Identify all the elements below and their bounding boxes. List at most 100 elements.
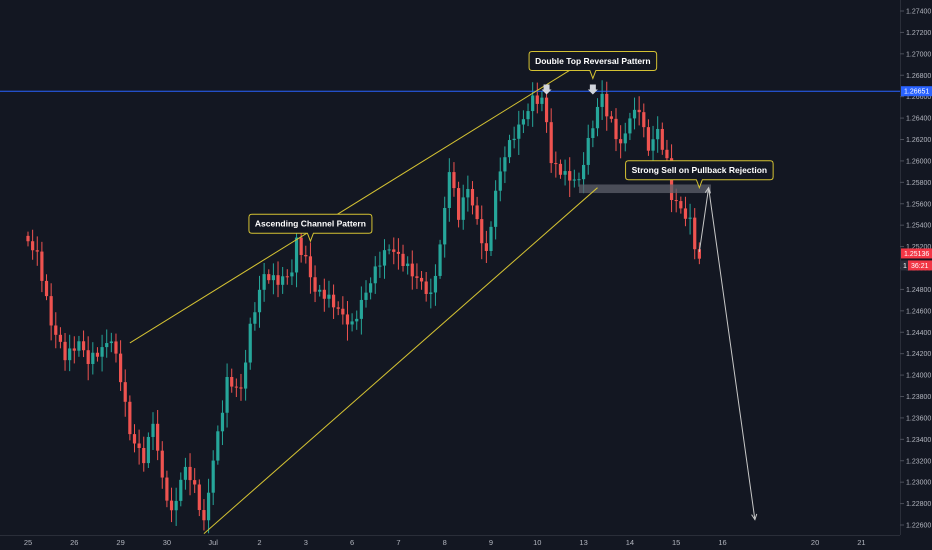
time-axis-label: 14 [626,538,634,547]
candle-body [373,266,377,284]
candle-body [234,386,238,388]
time-axis-label: Jul [208,538,218,547]
candle-body [81,341,86,351]
channel-upper-trendline[interactable] [129,64,580,344]
candle-body [271,275,275,281]
time-axis-label: 26 [70,538,78,547]
candle-body [350,321,354,325]
candle-body [433,275,438,293]
candle-body [91,352,95,364]
candle-body [503,157,507,172]
candle-body [248,323,252,363]
candle-body [299,237,303,255]
candle-body [549,122,553,164]
candle-body [401,253,405,267]
candle-body [387,249,391,251]
time-axis-label: 20 [811,538,819,547]
candle-body [531,95,535,112]
candle-body [188,466,192,481]
candle-body [544,97,549,123]
candle-body [285,276,289,278]
candle-body [646,127,651,151]
candle-body [290,272,294,277]
candle-body [49,296,53,326]
candle-body [656,128,660,140]
candle-body [54,325,58,335]
candle-body [364,292,368,300]
candle-body [151,423,155,437]
candle-body [484,243,488,251]
candle-body [72,348,76,351]
projection-arrowhead-up [704,186,711,194]
price-axis-label: 1.24400 [906,330,931,337]
candle-body [308,256,313,278]
time-axis-label: 7 [396,538,400,547]
candle-body [359,299,363,319]
double-top-callout[interactable]: Double Top Reversal Pattern [528,50,658,80]
candle-body [58,334,63,342]
ascending-channel-callout-bubble [248,213,373,243]
down-arrow-marker-1 [541,84,552,95]
price-axis[interactable]: 1.27400 1.27200 1.27000 1.26800 1.26600 1.264… [900,9,931,530]
candle-body [535,95,539,104]
candle-body [327,294,331,299]
time-axis-label: 6 [350,538,354,547]
candle-body [456,188,461,220]
candle-body [206,492,211,521]
candle-body [563,171,567,175]
candle-body [674,200,678,202]
candle-body [470,188,475,206]
ascending-channel-callout[interactable]: Ascending Channel Pattern [248,213,373,243]
ascending-channel-callout-text: Ascending Channel Pattern [255,219,366,229]
candle-body [461,197,465,220]
candle-body [105,343,109,348]
candle-body [651,139,655,151]
candle-body [369,283,373,293]
candle-body [294,237,299,273]
candle-body [345,314,350,325]
candle-body [211,460,215,493]
candle-body [447,172,451,208]
candle-body [382,250,387,266]
candle-body [355,318,359,322]
channel-lower-trendline[interactable] [203,187,598,534]
time-axis[interactable]: 25 26 29 30 Jul 2 3 6 7 8 9 10 13 14 15 16 20 21 [24,538,866,547]
candle-body [267,274,271,281]
time-axis-label: 3 [304,538,308,547]
candle-body [262,274,266,290]
candle-body [577,179,581,181]
candle-body [466,188,470,198]
candle-body [225,376,229,413]
time-axis-label: 15 [672,538,680,547]
time-axis-label: 8 [443,538,447,547]
candle-body [169,500,174,511]
price-axis-label: 1.25400 [906,223,931,230]
candle-body [697,249,701,259]
support-zone[interactable] [578,184,711,194]
resistance-price-tag-bg [901,86,932,97]
time-axis-label: 13 [579,538,587,547]
candle-body [406,263,410,267]
price-axis-label: 1.26000 [906,158,931,165]
candle-body [313,277,317,292]
price-axis-label: 1.26600 [906,94,931,101]
candle-body [142,447,146,464]
candle-body [128,401,132,435]
candle-body [160,450,164,478]
price-axis-label: 1.26400 [906,116,931,123]
price-axis-label: 1.25800 [906,180,931,187]
candle-body [322,289,326,299]
drawing-overlays: Double Top Reversal Pattern Ascending Cha… [0,50,900,534]
candle-body [475,205,479,220]
candle-body [86,350,90,364]
candle-body [137,443,141,448]
candle-body [156,423,160,451]
candle-body [642,112,646,128]
candle-body [95,352,100,357]
candle-body [660,128,664,150]
strong-sell-callout[interactable]: Strong Sell on Pullback Rejection [625,160,774,190]
candle-body [35,250,39,252]
price-axis-label: 1.23800 [906,394,931,401]
strong-sell-callout-text: Strong Sell on Pullback Rejection [632,165,768,175]
